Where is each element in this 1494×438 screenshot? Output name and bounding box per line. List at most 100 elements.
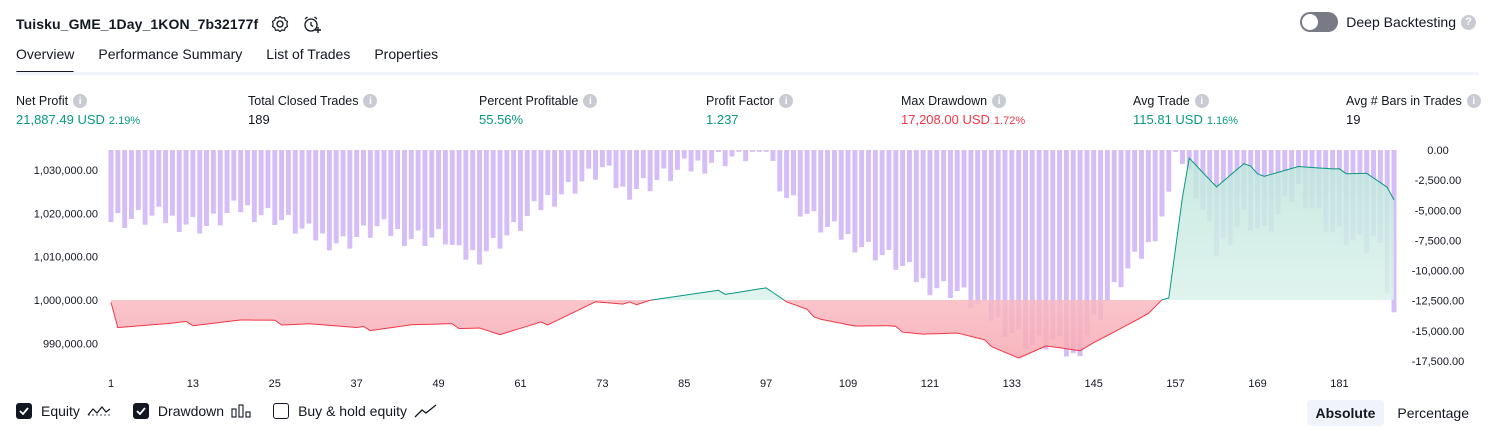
drawdown-checkbox[interactable] [132,403,149,419]
strategy-name: Tuisku_GME_1Day_1KON_7b32177f [16,16,259,32]
add-alert-icon[interactable] [302,14,322,34]
buy-hold-line-icon [414,404,438,418]
drawdown-bar [893,150,899,270]
tab-properties[interactable]: Properties [374,46,439,62]
legend-drawdown[interactable]: Drawdown [132,403,251,419]
x-axis-tick: 109 [839,378,857,390]
drawdown-bar [374,150,380,227]
x-axis-tick: 181 [1330,378,1348,390]
drawdown-bar [1077,150,1083,357]
drawdown-bar [1159,150,1165,217]
drawdown-bar [674,150,680,170]
help-icon[interactable]: ? [1461,14,1476,30]
drawdown-bar [1132,150,1138,252]
drawdown-bar [1125,150,1131,269]
drawdown-bar [1050,150,1056,340]
metric-profit-factor: Profit Factor i 1.237 [706,94,794,127]
drawdown-bar [326,150,332,251]
drawdown-bar [613,150,619,189]
metric-percent: 2.19% [108,115,141,127]
drawdown-bar [340,150,346,237]
drawdown-bar [913,150,919,283]
drawdown-bar [463,150,469,260]
buy-hold-checkbox[interactable] [273,403,290,419]
drawdown-bar [1009,150,1015,334]
equity-checkbox[interactable] [16,403,32,419]
legend-label: Drawdown [157,403,225,419]
right-axis-tick: -2,500.00 [1415,175,1461,187]
equity-fill-negative [111,300,1394,358]
settings-icon[interactable] [270,14,290,34]
drawdown-bar [756,150,762,152]
x-axis-tick: 49 [432,378,444,390]
drawdown-bar [558,150,564,195]
drawdown-bar [1145,150,1151,243]
drawdown-bar [1084,150,1090,336]
metric-value: 1.237 [706,112,739,127]
drawdown-bar [436,150,442,230]
right-axis-tick: -5,000.00 [1415,205,1461,217]
percentage-button[interactable]: Percentage [1397,405,1469,421]
metrics-row: Net Profit i 21,887.49 USD 2.19% Total Clo… [0,94,1494,134]
drawdown-bar [265,150,271,209]
drawdown-bar [661,150,667,169]
drawdown-bar [204,150,209,226]
drawdown-bar [763,150,769,152]
drawdown-bar [272,150,278,225]
drawdown-bar [545,150,551,196]
drawdown-bar [790,150,796,196]
drawdown-bar [743,150,749,162]
drawdown-bar [313,150,319,241]
legend-buy-hold[interactable]: Buy & hold equity [273,403,438,419]
left-axis: 1,030,000.00 1,020,000.00 1,010,000.00 1,00… [34,165,98,350]
drawdown-bar [251,150,257,223]
legend-equity[interactable]: Equity [16,403,111,419]
metric-total-closed-trades: Total Closed Trades i 189 [248,94,378,127]
drawdown-bar [968,150,974,308]
drawdown-bar [367,150,373,238]
drawdown-bar [415,150,421,231]
info-icon[interactable]: i [73,94,88,108]
x-axis-tick: 73 [596,378,608,390]
drawdown-bar [245,150,250,206]
info-icon[interactable]: i [1194,94,1209,108]
drawdown-bar [770,150,776,161]
drawdown-bar [1111,150,1117,283]
x-axis-tick: 1 [108,378,114,390]
drawdown-bar [531,150,537,202]
tab-list-of-trades[interactable]: List of Trades [266,46,351,62]
drawdown-bar [777,150,783,192]
info-icon[interactable]: i [992,94,1007,108]
drawdown-bar [640,150,646,179]
absolute-button[interactable]: Absolute [1306,400,1385,426]
x-axis-tick: 85 [678,378,690,390]
drawdown-bar [524,150,530,217]
x-axis-tick: 169 [1248,378,1266,390]
info-icon[interactable]: i [779,94,794,108]
left-axis-tick: 1,030,000.00 [34,165,98,177]
deep-backtesting-toggle[interactable] [1300,12,1339,32]
drawdown-bar [210,150,216,214]
drawdown-bar [907,150,912,263]
drawdown-bar [1063,150,1069,357]
metric-label: Avg Trade [1133,94,1190,108]
drawdown-bar [388,150,394,237]
drawdown-bar [142,150,148,225]
x-axis: 1 13 25 37 49 61 73 85 97 109 121 133 145 157 169 181 [108,378,1349,390]
drawdown-bar [702,150,708,174]
drawdown-bar [224,150,230,213]
drawdown-bar [169,150,175,216]
drawdown-bar [129,150,134,219]
drawdown-bar [647,150,653,192]
drawdown-bar [354,150,360,238]
info-icon[interactable]: i [363,94,378,108]
legend-label: Buy & hold equity [298,403,408,419]
metric-avg-trade: Avg Trade i 115.81 USD 1.16% [1133,94,1238,127]
tab-performance-summary[interactable]: Performance Summary [98,46,243,62]
info-icon[interactable]: i [1466,94,1481,108]
drawdown-bar [709,150,715,163]
drawdown-bar [361,150,366,226]
info-icon[interactable]: i [583,94,598,108]
drawdown-bar [593,150,598,180]
